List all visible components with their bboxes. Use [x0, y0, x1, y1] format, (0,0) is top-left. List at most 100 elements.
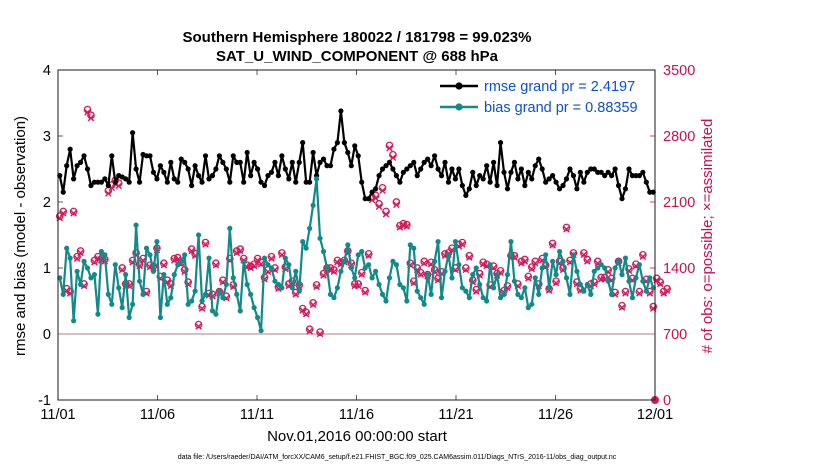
rmse-point [487, 179, 493, 185]
bias-point [84, 265, 91, 271]
obs-possible-point [416, 268, 425, 277]
rmse-point [636, 173, 642, 179]
bias-point [560, 258, 566, 264]
rmse-point [133, 166, 139, 172]
obs-assimilated-point [580, 251, 588, 259]
obs-assimilated-point [302, 310, 310, 318]
rmse-point [136, 179, 143, 185]
plot-area [58, 70, 655, 400]
rmse-point [164, 179, 170, 185]
obs-assimilated-point [549, 242, 556, 249]
bias-point [570, 252, 577, 258]
rmse-point [622, 186, 629, 192]
rmse-point [504, 186, 511, 192]
bias-point [241, 258, 247, 264]
rmse-point [175, 179, 181, 185]
rmse-point [379, 166, 386, 172]
bias-point [258, 328, 264, 334]
rmse-point [369, 189, 375, 195]
obs-assimilated-point [59, 210, 67, 217]
obs-assimilated-point [479, 260, 487, 268]
rmse-point [463, 192, 469, 198]
obs-assimilated-point [94, 255, 102, 262]
obs-assimilated-point [320, 272, 327, 279]
obs-possible-point [527, 263, 536, 271]
rmse-point [220, 159, 226, 165]
bias-point [77, 281, 84, 288]
bias-point [497, 295, 504, 301]
obs-assimilated-point [198, 305, 206, 312]
bias-point [88, 275, 94, 281]
y-right-tick-label: 1400 [663, 261, 695, 277]
obs-possible-point [212, 259, 220, 268]
bias-point [397, 281, 403, 288]
obs-possible-point [305, 325, 314, 334]
y-right-tick-label: 0 [663, 393, 671, 409]
bias-point [494, 272, 500, 278]
bias-point [95, 311, 101, 317]
bias-point [626, 278, 632, 284]
rmse-point [355, 153, 361, 159]
bias-point [609, 291, 615, 297]
bias-point [407, 242, 413, 248]
bias-point [511, 278, 518, 284]
bias-point [244, 281, 250, 288]
y-left-tick-label: 3 [43, 129, 51, 145]
obs-possible-point [579, 249, 588, 257]
obs-possible-point [625, 265, 633, 273]
rmse-point [442, 159, 448, 165]
rmse-point [81, 153, 87, 159]
bias-point [338, 268, 344, 274]
bias-point [282, 255, 288, 261]
obs-possible-point [76, 247, 85, 255]
plot-frame [57, 69, 656, 401]
obs-assimilated-point [472, 288, 480, 295]
rmse-point [112, 179, 118, 185]
bias-point [449, 275, 455, 281]
obs-possible-point [267, 252, 276, 261]
obs-assimilated-point [247, 264, 254, 272]
rmse-point [64, 163, 70, 169]
y-right-tick-label: 2800 [663, 129, 695, 145]
y-right-tick-label: 3500 [663, 63, 695, 79]
rmse-point [602, 173, 608, 179]
obs-possible-point [73, 252, 81, 261]
rmse-point [605, 169, 611, 175]
obs-assimilated-point [334, 259, 341, 266]
rmse-point [584, 169, 590, 175]
bias-point [602, 265, 608, 271]
rmse-series [57, 108, 656, 202]
bias-point [275, 281, 282, 288]
rmse-point [407, 163, 413, 169]
rmse-point [591, 166, 597, 172]
rmse-point [268, 169, 275, 175]
bias-point [112, 262, 118, 268]
rmse-point [88, 182, 94, 189]
obs-possible-point [496, 266, 505, 275]
rmse-point [491, 159, 497, 165]
rmse-point [310, 149, 316, 156]
obs-assimilated-point [365, 252, 372, 260]
bias-point [60, 291, 66, 297]
rmse-point [223, 166, 229, 172]
bias-point [567, 291, 573, 297]
bias-point [550, 258, 556, 264]
obs-assimilated-point [268, 255, 275, 262]
rmse-point [560, 182, 566, 189]
bias-point [456, 262, 462, 268]
obs-assimilated-point [330, 268, 338, 276]
bias-point [615, 258, 622, 264]
obs-assimilated-point [77, 249, 84, 257]
rmse-point [466, 186, 472, 192]
rmse-point [525, 169, 531, 175]
bias-point [612, 265, 618, 271]
rmse-point [258, 179, 264, 185]
obs-possible-point [166, 280, 175, 288]
bias-point [220, 295, 226, 301]
bias-point [341, 258, 347, 264]
bias-point [296, 288, 302, 294]
obs-possible-point [656, 278, 665, 286]
bias-point [390, 258, 396, 264]
rmse-point [307, 179, 313, 185]
rmse-point [626, 166, 632, 172]
